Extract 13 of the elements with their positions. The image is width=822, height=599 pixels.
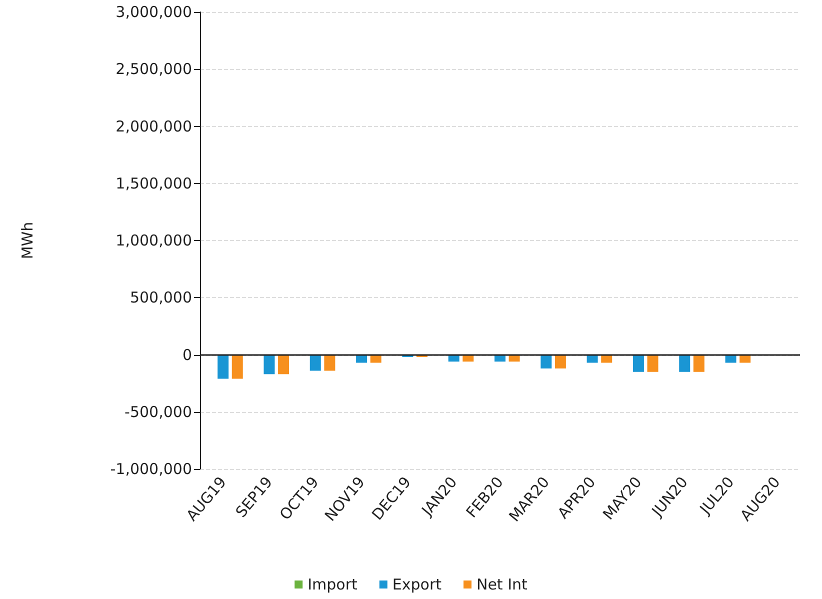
y-axis-title: MWh bbox=[18, 222, 36, 260]
legend-label: Import bbox=[308, 576, 358, 594]
legend-label: Net Int bbox=[476, 576, 528, 594]
y-tick-label: 1,500,000 bbox=[116, 174, 192, 192]
y-tick-label: -1,000,000 bbox=[110, 460, 192, 478]
y-tick-label: 1,000,000 bbox=[116, 232, 192, 250]
y-tick-label: 2,500,000 bbox=[116, 60, 192, 78]
y-tick-label: 3,000,000 bbox=[116, 3, 192, 21]
y-tick-label: 0 bbox=[182, 346, 192, 364]
legend-label: Export bbox=[392, 576, 442, 594]
y-tick-label: 2,000,000 bbox=[116, 117, 192, 136]
y-tick-label: -500,000 bbox=[124, 402, 192, 421]
y-tick-label: 500,000 bbox=[130, 288, 192, 307]
